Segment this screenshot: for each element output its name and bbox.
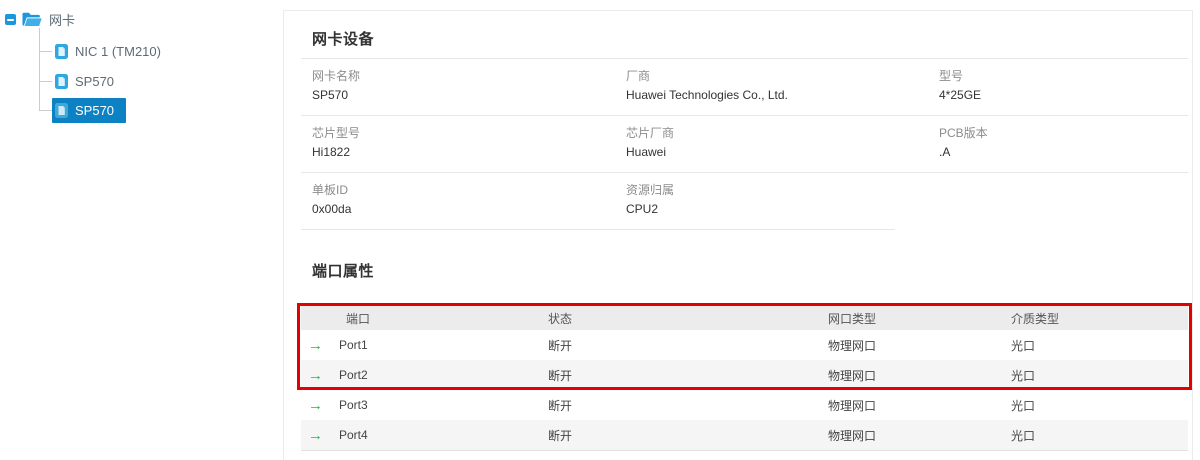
device-section-title: 网卡设备 xyxy=(312,31,375,48)
field-label: 网卡名称 xyxy=(312,69,361,83)
folder-open-icon xyxy=(22,12,42,26)
cell-port: → Port3 xyxy=(301,398,548,413)
port-table-header: 端口 状态 网口类型 介质类型 xyxy=(301,306,1188,330)
col-header-port: 端口 xyxy=(346,311,371,326)
col-header-status: 状态 xyxy=(548,311,573,326)
field-value: Huawei Technologies Co., Ltd. xyxy=(626,88,788,102)
field-label: PCB版本 xyxy=(939,126,988,140)
field-label: 芯片型号 xyxy=(312,126,361,140)
port-name: Port1 xyxy=(339,338,368,352)
field-chip-model: 芯片型号 Hi1822 xyxy=(312,126,626,159)
field-value: Huawei xyxy=(626,145,667,159)
device-info-row: 单板ID 0x00da 资源归属 CPU2 xyxy=(301,173,1188,229)
cell-status: 断开 xyxy=(548,398,573,413)
cell-media-type: 光口 xyxy=(1011,428,1036,443)
field-label: 资源归属 xyxy=(626,183,675,197)
cell-status: 断开 xyxy=(548,338,573,353)
field-value: CPU2 xyxy=(626,202,659,216)
expand-arrow-icon[interactable]: → xyxy=(308,366,323,384)
tree-connector-stub xyxy=(39,110,52,111)
collapse-toggle-icon[interactable] xyxy=(5,13,16,25)
field-pcb-version: PCB版本 .A xyxy=(939,126,1188,159)
tree-item-sp570-2-selected[interactable]: SP570 xyxy=(52,98,127,123)
port-name: Port4 xyxy=(339,428,368,442)
tree-item-label: SP570 xyxy=(75,74,115,89)
col-header-net-type: 网口类型 xyxy=(828,311,877,326)
tree-connector-vline xyxy=(39,28,40,110)
port-name: Port2 xyxy=(339,368,368,382)
field-label: 型号 xyxy=(939,69,964,83)
field-chip-vendor: 芯片厂商 Huawei xyxy=(626,126,939,159)
expand-arrow-icon[interactable]: → xyxy=(308,426,323,444)
field-value: Hi1822 xyxy=(312,145,351,159)
tree-item-label: NIC 1 (TM210) xyxy=(75,44,161,59)
tree-connector-stub xyxy=(39,81,52,82)
cell-media-type: 光口 xyxy=(1011,368,1036,383)
detail-panel: 网卡设备 网卡名称 SP570 厂商 Huawei Technologies C… xyxy=(283,10,1193,460)
cell-port: → Port4 xyxy=(301,428,548,443)
field-nic-name: 网卡名称 SP570 xyxy=(312,69,626,102)
cell-port: → Port2 xyxy=(301,368,548,383)
port-section-title: 端口属性 xyxy=(312,263,375,280)
field-value: .A xyxy=(939,145,951,159)
cell-status: 断开 xyxy=(548,428,573,443)
nic-tree: 网卡 NIC 1 (TM210) SP570 SP570 xyxy=(0,0,283,460)
cell-media-type: 光口 xyxy=(1011,398,1036,413)
divider xyxy=(301,58,1188,59)
field-label: 单板ID xyxy=(312,183,349,197)
cell-port: → Port1 xyxy=(301,338,548,353)
cell-net-type: 物理网口 xyxy=(828,338,877,353)
field-label: 芯片厂商 xyxy=(626,126,675,140)
field-resource-owner: 资源归属 CPU2 xyxy=(626,183,939,216)
cell-media-type: 光口 xyxy=(1011,338,1036,353)
field-vendor: 厂商 Huawei Technologies Co., Ltd. xyxy=(626,69,939,102)
file-icon xyxy=(55,103,68,118)
cell-net-type: 物理网口 xyxy=(828,368,877,383)
expand-arrow-icon[interactable]: → xyxy=(308,396,323,414)
cell-net-type: 物理网口 xyxy=(828,428,877,443)
field-value: SP570 xyxy=(312,88,349,102)
field-board-id: 单板ID 0x00da xyxy=(312,183,626,216)
device-info-row: 芯片型号 Hi1822 芯片厂商 Huawei PCB版本 .A xyxy=(301,116,1188,173)
col-header-media-type: 介质类型 xyxy=(1011,311,1060,326)
file-icon xyxy=(55,74,68,89)
port-table: 端口 状态 网口类型 介质类型 → Port1 断开 物理网口 光口 → Por… xyxy=(297,303,1192,451)
tree-root-label: 网卡 xyxy=(49,12,76,28)
field-model: 型号 4*25GE xyxy=(939,69,1188,102)
cell-net-type: 物理网口 xyxy=(828,398,877,413)
tree-item-label: SP570 xyxy=(75,103,115,118)
port-name: Port3 xyxy=(339,398,368,412)
field-value: 0x00da xyxy=(312,202,352,216)
cell-status: 断开 xyxy=(548,368,573,383)
table-row-port1[interactable]: → Port1 断开 物理网口 光口 xyxy=(301,330,1188,360)
tree-item-sp570-1[interactable]: SP570 xyxy=(52,69,126,94)
field-label: 厂商 xyxy=(626,69,651,83)
expand-arrow-icon[interactable]: → xyxy=(308,336,323,354)
tree-root-nic[interactable]: 网卡 xyxy=(5,9,75,29)
field-empty xyxy=(939,183,1188,216)
tree-connector-stub xyxy=(39,51,52,52)
tree-item-nic1[interactable]: NIC 1 (TM210) xyxy=(52,39,173,64)
divider-short xyxy=(301,229,896,230)
file-icon xyxy=(55,44,68,59)
device-info-row: 网卡名称 SP570 厂商 Huawei Technologies Co., L… xyxy=(301,59,1188,116)
field-value: 4*25GE xyxy=(939,88,982,102)
table-row-port4[interactable]: → Port4 断开 物理网口 光口 xyxy=(301,420,1188,450)
table-row-port3[interactable]: → Port3 断开 物理网口 光口 xyxy=(301,390,1188,420)
table-row-port2[interactable]: → Port2 断开 物理网口 光口 xyxy=(301,360,1188,390)
